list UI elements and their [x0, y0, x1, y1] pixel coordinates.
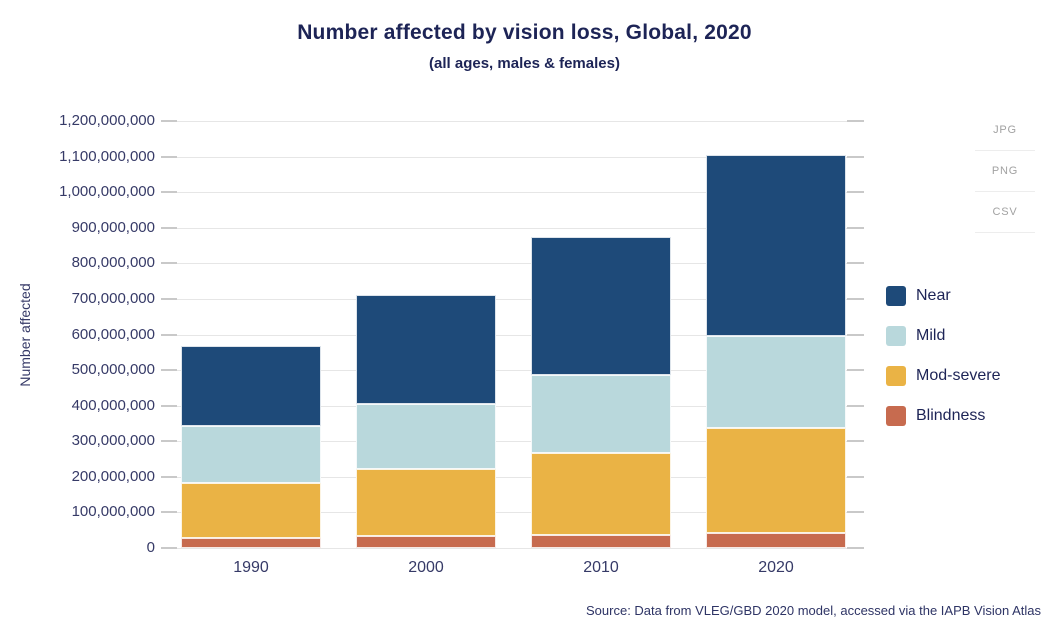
gridline — [165, 370, 864, 371]
bar-segment-2010-blindness[interactable] — [531, 534, 671, 548]
bar-segment-1990-mod-severe[interactable] — [181, 482, 321, 538]
y-axis-tick — [161, 334, 177, 336]
y-axis-tick — [161, 262, 177, 264]
gridline — [165, 228, 864, 229]
gridline — [165, 121, 864, 122]
export-menu: JPG PNG CSV — [975, 110, 1035, 233]
y-axis-tick — [161, 476, 177, 478]
gridline — [165, 512, 864, 513]
y-tick-label: 1,000,000,000 — [59, 183, 155, 200]
y-axis-tick-right — [847, 476, 864, 478]
bar-group-2000 — [356, 121, 496, 548]
bar-segment-2020-mild[interactable] — [706, 336, 846, 428]
y-axis-tick — [161, 227, 177, 229]
y-tick-label: 100,000,000 — [71, 503, 155, 520]
x-tick-label-2010: 2010 — [583, 559, 619, 576]
export-png-button[interactable]: PNG — [975, 151, 1035, 192]
y-tick-label: 500,000,000 — [71, 361, 155, 378]
gridline — [165, 157, 864, 158]
legend-item-mod-severe[interactable]: Mod-severe — [886, 366, 1000, 386]
chart-area: 0 100,000,000 200,000,000 300,000,000 400,00… — [0, 112, 880, 591]
bar-segment-2010-mod-severe[interactable] — [531, 452, 671, 535]
y-axis-tick-right — [847, 298, 864, 300]
plot-area — [165, 120, 864, 549]
y-axis-tick-right — [847, 547, 864, 549]
y-tick-label: 600,000,000 — [71, 326, 155, 343]
legend-label: Blindness — [916, 407, 986, 424]
export-jpg-button[interactable]: JPG — [975, 110, 1035, 151]
legend-item-near[interactable]: Near — [886, 286, 1000, 306]
y-tick-label: 1,200,000,000 — [59, 112, 155, 129]
bar-segment-2010-near[interactable] — [531, 237, 671, 376]
y-tick-label: 700,000,000 — [71, 290, 155, 307]
y-axis-tick-right — [847, 262, 864, 264]
y-axis-tick-right — [847, 227, 864, 229]
bar-segment-1990-mild[interactable] — [181, 426, 321, 483]
gridline — [165, 192, 864, 193]
y-tick-label: 1,100,000,000 — [59, 148, 155, 165]
legend-label: Near — [916, 287, 951, 304]
y-axis-tick — [161, 547, 177, 549]
gridline — [165, 406, 864, 407]
y-axis-tick — [161, 156, 177, 158]
x-tick-label-1990: 1990 — [233, 559, 269, 576]
y-tick-label: 400,000,000 — [71, 397, 155, 414]
y-tick-label: 0 — [146, 539, 155, 556]
gridline — [165, 548, 864, 549]
y-tick-label: 300,000,000 — [71, 432, 155, 449]
source-note: Source: Data from VLEG/GBD 2020 model, a… — [586, 603, 1041, 618]
gridline — [165, 299, 864, 300]
legend-item-blindness[interactable]: Blindness — [886, 406, 1000, 426]
legend-swatch-near — [886, 286, 906, 306]
y-axis-tick-right — [847, 191, 864, 193]
legend-swatch-mod-severe — [886, 366, 906, 386]
bar-group-2020 — [706, 121, 846, 548]
y-axis-tick — [161, 405, 177, 407]
y-tick-label: 200,000,000 — [71, 468, 155, 485]
bar-segment-1990-blindness[interactable] — [181, 538, 321, 548]
y-axis-tick — [161, 191, 177, 193]
y-axis-tick-right — [847, 511, 864, 513]
legend-swatch-blindness — [886, 406, 906, 426]
y-axis-tick-right — [847, 369, 864, 371]
legend-item-mild[interactable]: Mild — [886, 326, 1000, 346]
y-tick-label: 900,000,000 — [71, 219, 155, 236]
export-csv-button[interactable]: CSV — [975, 192, 1035, 233]
y-axis-tick-right — [847, 120, 864, 122]
bar-segment-2000-near[interactable] — [356, 295, 496, 404]
y-axis-tick — [161, 511, 177, 513]
y-axis-tick-right — [847, 156, 864, 158]
gridline — [165, 441, 864, 442]
bar-group-1990 — [181, 121, 321, 548]
bar-segment-2020-blindness[interactable] — [706, 532, 846, 548]
x-tick-label-2000: 2000 — [408, 559, 444, 576]
bar-group-2010 — [531, 121, 671, 548]
bar-segment-2000-blindness[interactable] — [356, 536, 496, 548]
y-axis-tick — [161, 440, 177, 442]
chart-title: Number affected by vision loss, Global, … — [297, 21, 752, 44]
bar-segment-2010-mild[interactable] — [531, 375, 671, 453]
y-axis-tick — [161, 298, 177, 300]
gridline — [165, 335, 864, 336]
y-tick-label: 800,000,000 — [71, 254, 155, 271]
bar-segment-2020-near[interactable] — [706, 154, 846, 337]
gridline — [165, 263, 864, 264]
bar-segment-2000-mild[interactable] — [356, 403, 496, 470]
bar-segment-2000-mod-severe[interactable] — [356, 469, 496, 537]
legend-label: Mild — [916, 327, 946, 344]
y-axis-tick — [161, 120, 177, 122]
y-axis-tick-right — [847, 440, 864, 442]
y-axis-tick-right — [847, 405, 864, 407]
y-axis-tick — [161, 369, 177, 371]
bar-segment-1990-near[interactable] — [181, 345, 321, 426]
legend-label: Mod-severe — [916, 367, 1001, 384]
y-axis-tick-right — [847, 334, 864, 336]
gridline — [165, 477, 864, 478]
legend-swatch-mild — [886, 326, 906, 346]
bar-segment-2020-mod-severe[interactable] — [706, 427, 846, 533]
legend: Near Mild Mod-severe Blindness — [886, 286, 1000, 446]
chart-subtitle: (all ages, males & females) — [429, 55, 620, 72]
x-tick-label-2020: 2020 — [758, 559, 794, 576]
